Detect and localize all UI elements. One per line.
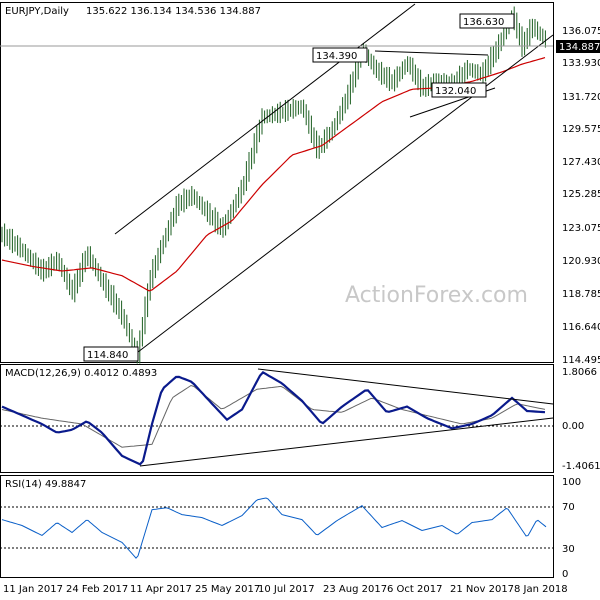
last-price-box	[556, 40, 600, 53]
x-tick: 8 Jan 2018	[514, 584, 568, 595]
macd-signal-line	[1, 384, 546, 448]
macd-plot	[1, 371, 546, 466]
annotation-text: 132.040	[435, 86, 476, 97]
annotation-box	[83, 346, 139, 362]
price-tick: 136.075	[562, 26, 600, 37]
price-tick: 129.575	[562, 124, 600, 135]
rsi-tick: 100	[562, 477, 581, 488]
annotation-low-mid: 132.040	[431, 82, 487, 98]
macd-tick: -1.4061	[562, 461, 600, 472]
x-tick: 11 Apr 2017	[130, 584, 192, 595]
annotation-text: 136.630	[463, 17, 504, 28]
annotation-low: 114.840	[83, 346, 139, 362]
x-tick: 10 Jul 2017	[258, 584, 315, 595]
annotation-box	[459, 13, 515, 29]
x-tick: 23 Aug 2017	[323, 584, 387, 595]
price-tick: 131.720	[562, 92, 600, 103]
annotation-box	[431, 82, 487, 98]
price-tick: 127.430	[562, 157, 600, 168]
macd-title: MACD(12,26,9) 0.4012 0.4893	[5, 368, 157, 379]
ohlc-values: 135.622 136.134 134.536 134.887	[86, 6, 261, 17]
rsi-title: RSI(14) 49.8847	[5, 479, 86, 490]
rsi-tick: 30	[562, 544, 575, 555]
price-title: EURJPY,Daily	[5, 6, 69, 17]
x-tick: 24 Feb 2017	[66, 584, 128, 595]
price-y-axis: 136.075 133.930 131.720 129.575 127.430 …	[562, 26, 600, 366]
rsi-plot	[1, 497, 547, 559]
macd-trend-bottom	[139, 417, 554, 467]
price-tick: 125.285	[562, 189, 600, 200]
annotation-high: 136.630	[459, 13, 515, 29]
rsi-panel	[0, 475, 554, 578]
annotation-box	[312, 47, 368, 63]
price-tick: 118.785	[562, 289, 600, 300]
price-panel	[0, 2, 554, 363]
x-tick: 25 May 2017	[195, 584, 260, 595]
macd-line	[1, 371, 546, 466]
x-tick: 21 Nov 2017	[450, 584, 514, 595]
x-tick: 11 Jan 2017	[3, 584, 63, 595]
annotation-text: 134.390	[316, 51, 357, 62]
last-price-text: 134.887	[559, 42, 600, 53]
price-tick: 133.930	[562, 58, 600, 69]
price-tick: 123.075	[562, 223, 600, 234]
rsi-line	[1, 497, 547, 559]
rsi-tick: 0	[562, 569, 568, 580]
price-tick: 120.930	[562, 256, 600, 267]
macd-trend-top	[257, 368, 554, 405]
price-tick: 116.640	[562, 322, 600, 333]
channel-upper	[114, 3, 416, 235]
rsi-tick: 70	[562, 502, 575, 513]
macd-tick: 0.00	[562, 421, 584, 432]
macd-tick: 1.8066	[562, 367, 597, 378]
last-price-badge: 134.887	[556, 40, 600, 53]
annotation-mid: 134.390	[312, 47, 368, 63]
annotation-text: 114.840	[87, 350, 128, 361]
macd-trendlines	[139, 368, 554, 467]
x-axis: 11 Jan 2017 24 Feb 2017 11 Apr 2017 25 M…	[3, 584, 568, 595]
price-tick: 114.495	[562, 355, 600, 366]
watermark: ActionForex.com	[345, 283, 528, 308]
triangle-top	[374, 50, 489, 56]
macd-panel	[0, 364, 554, 473]
x-tick: 6 Oct 2017	[387, 584, 442, 595]
